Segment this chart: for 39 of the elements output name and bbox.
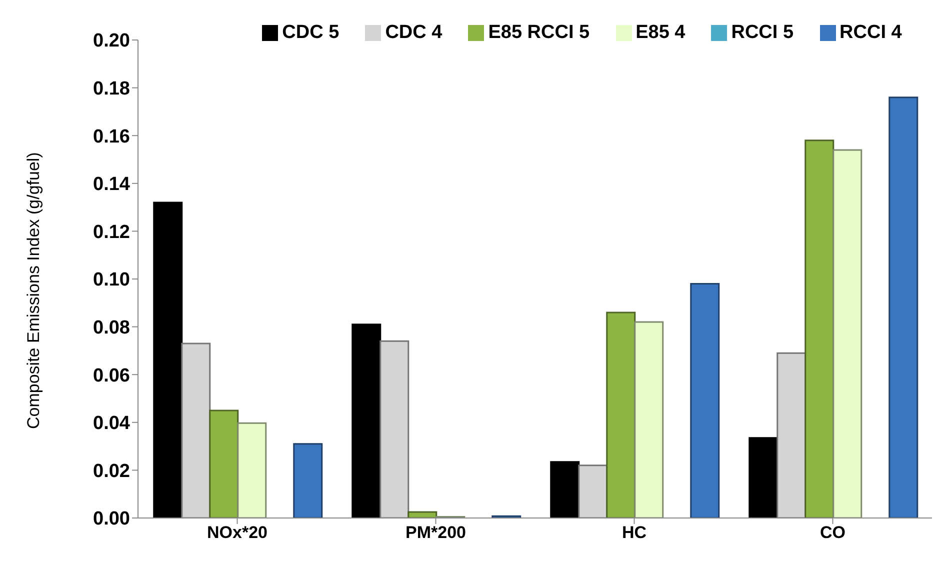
x-tick-label: PM*200 [406,523,466,542]
bar [888,96,918,518]
bar [748,437,778,518]
y-tick-label: 0.12 [93,222,130,243]
bar [293,443,323,518]
bar [634,321,664,518]
legend-label: CDC 5 [282,22,340,43]
legend-label: RCCI 5 [731,22,794,43]
y-tick-label: 0.10 [93,270,130,291]
bar [690,283,720,518]
y-tick-label: 0.08 [93,318,130,339]
bar [832,149,862,518]
bar [578,464,608,518]
bar [181,342,211,518]
legend-label: E85 RCCI 5 [488,22,590,43]
bar [606,312,636,518]
legend-label: RCCI 4 [840,22,902,43]
y-tick-label: 0.00 [93,508,130,530]
bar [804,140,834,518]
y-tick-label: 0.14 [93,174,130,196]
bar [209,410,239,518]
x-tick-label: NOx*20 [207,523,268,542]
legend-label: CDC 4 [385,22,442,43]
legend-label: E85 4 [636,22,686,43]
bar [776,352,806,518]
bar [237,422,267,518]
bar [380,340,410,518]
y-tick-label: 0.02 [93,460,130,482]
x-tick-label: HC [622,523,647,542]
bar [352,324,382,518]
x-tick-label: CO [820,523,846,542]
bar [153,202,183,518]
y-tick-label: 0.16 [93,126,130,148]
bar [550,461,580,518]
y-tick-label: 0.18 [93,78,130,100]
y-tick-label: 0.06 [93,365,130,386]
y-tick-label: 0.04 [93,413,130,434]
y-tick-label: 0.20 [93,30,130,52]
y-axis-title: Composite Emissions Index (g/gfuel) [24,152,44,429]
